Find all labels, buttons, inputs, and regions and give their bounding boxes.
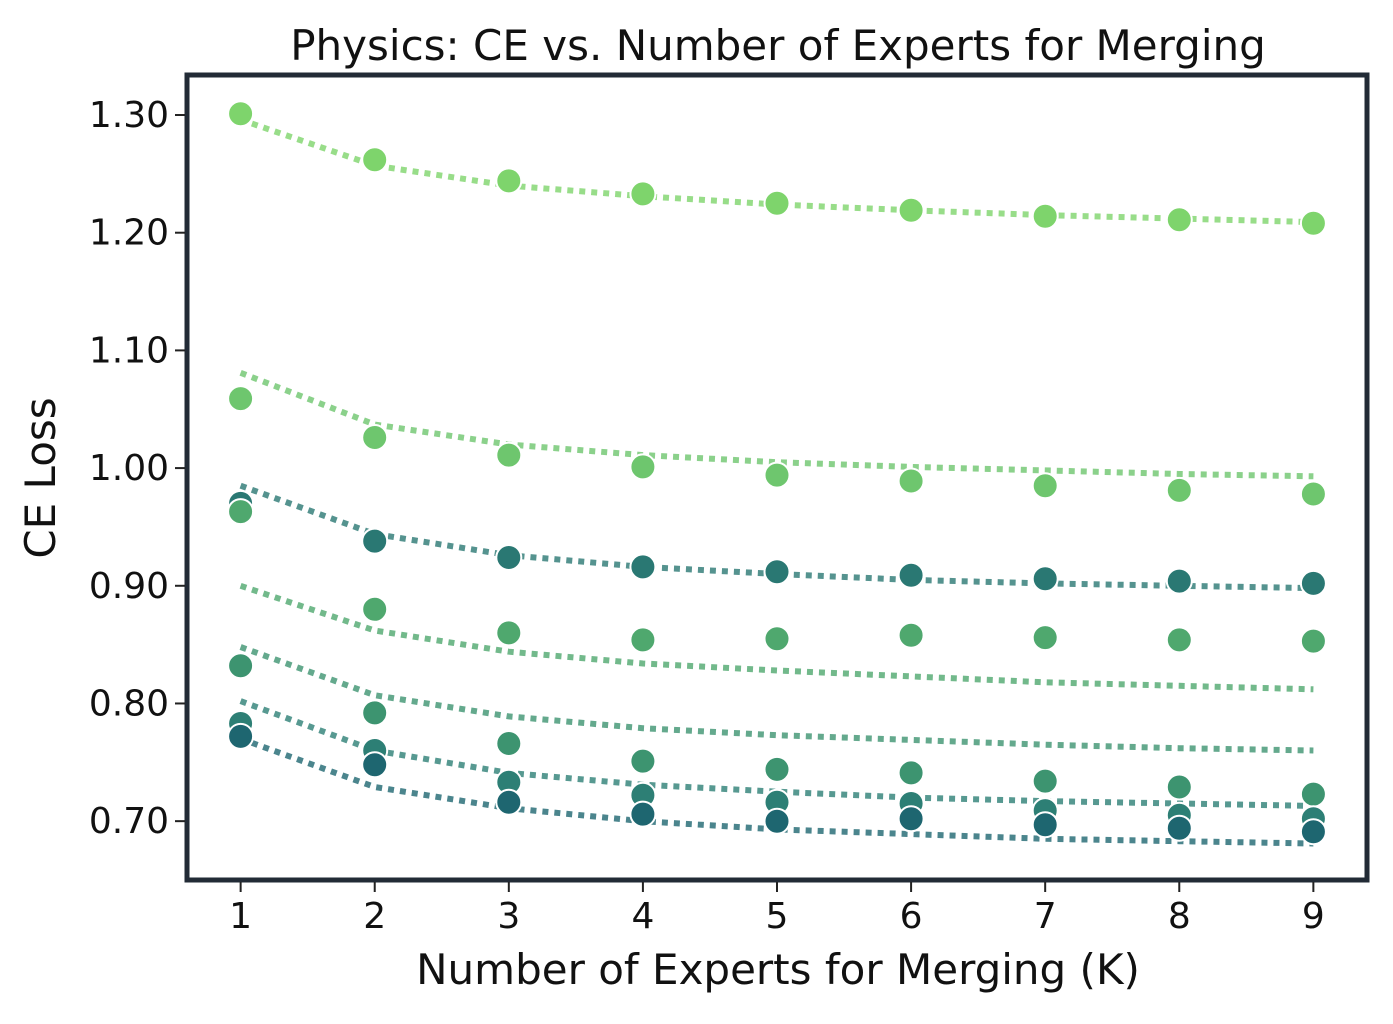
data-point-s7-k6 (897, 805, 925, 833)
data-point-s4-k4 (629, 626, 657, 654)
data-point-s4-k5 (763, 625, 791, 653)
x-tick-label-2: 2 (363, 896, 386, 937)
data-point-s4-k3 (495, 619, 523, 647)
data-point-s1-k8 (1165, 206, 1193, 234)
data-point-s5-k5 (763, 755, 791, 783)
fit-line-1 (239, 116, 1314, 226)
data-point-s4-k8 (1165, 626, 1193, 654)
x-tick-label-1: 1 (229, 896, 252, 937)
x-axis-label: Number of Experts for Merging (K) (416, 945, 1140, 994)
fit-line-4 (239, 582, 1314, 693)
y-tick-label-1.00: 1.00 (89, 448, 169, 489)
data-point-s3-k2 (361, 527, 389, 555)
data-point-s1-k4 (629, 180, 657, 208)
data-point-s2-k4 (629, 453, 657, 481)
y-axis: 0.70 0.80 0.90 1.00 1.10 1.20 1.30 (89, 95, 185, 842)
data-point-s7-k5 (763, 807, 791, 835)
y-axis-label: CE Loss (16, 397, 65, 558)
x-tick-label-8: 8 (1168, 896, 1191, 937)
data-point-s1-k9 (1299, 209, 1327, 237)
fit-line-5 (239, 644, 1314, 754)
data-point-s2-k7 (1031, 472, 1059, 500)
data-point-s3-k6 (897, 561, 925, 589)
data-point-s3-k8 (1165, 567, 1193, 595)
data-point-s1-k5 (763, 189, 791, 217)
fit-line-2 (239, 370, 1314, 480)
y-tick-label-1.20: 1.20 (89, 213, 169, 254)
data-point-s4-k7 (1031, 624, 1059, 652)
y-tick-label-0.90: 0.90 (89, 566, 169, 607)
x-tick-label-6: 6 (900, 896, 923, 937)
data-point-s2-k5 (763, 461, 791, 489)
fit-line-7 (239, 735, 1314, 847)
data-point-s5-k6 (897, 759, 925, 787)
fit-line-6 (239, 698, 1314, 809)
data-point-s2-k1 (227, 385, 255, 413)
data-point-s5-k4 (629, 747, 657, 775)
data-point-s3-k7 (1031, 565, 1059, 593)
x-tick-label-7: 7 (1034, 896, 1057, 937)
data-point-s2-k6 (897, 467, 925, 495)
y-tick-label-0.70: 0.70 (89, 801, 169, 842)
data-point-s7-k8 (1165, 814, 1193, 842)
x-tick-label-5: 5 (766, 896, 789, 937)
data-point-s5-k3 (495, 730, 523, 757)
data-point-s3-k4 (629, 553, 657, 581)
y-tick-label-0.80: 0.80 (89, 683, 169, 724)
chart-title: Physics: CE vs. Number of Experts for Me… (290, 21, 1266, 70)
data-point-s1-k7 (1031, 202, 1059, 230)
x-tick-label-4: 4 (631, 896, 654, 937)
y-tick-label-1.30: 1.30 (89, 95, 169, 136)
data-point-s1-k2 (361, 146, 389, 174)
data-point-s7-k4 (629, 800, 657, 828)
data-point-s1-k6 (897, 196, 925, 224)
data-point-s7-k2 (361, 751, 389, 779)
data-point-s4-k6 (897, 621, 925, 649)
plot-frame (184, 72, 1370, 883)
data-point-s4-k1 (227, 498, 255, 526)
data-point-s2-k2 (361, 424, 389, 451)
fit-line-3 (239, 482, 1314, 592)
data-point-s7-k9 (1299, 818, 1327, 846)
data-point-s3-k5 (763, 558, 791, 586)
data-point-s2-k9 (1299, 480, 1327, 508)
data-point-s7-k3 (495, 788, 523, 816)
data-point-s3-k3 (495, 544, 523, 571)
data-point-s4-k9 (1299, 627, 1327, 655)
data-point-s5-k1 (227, 652, 255, 680)
data-point-s7-k1 (227, 722, 255, 750)
fit-lines (239, 116, 1314, 847)
x-tick-label-9: 9 (1302, 896, 1325, 937)
data-point-s5-k9 (1299, 780, 1327, 808)
x-tick-label-3: 3 (497, 896, 520, 937)
data-point-s3-k9 (1299, 569, 1327, 597)
data-point-s5-k2 (361, 699, 389, 727)
data-point-s4-k2 (361, 595, 389, 623)
data-point-s1-k3 (495, 167, 523, 195)
y-tick-label-1.10: 1.10 (89, 330, 169, 371)
data-points (227, 100, 1327, 846)
data-point-s7-k7 (1031, 811, 1059, 839)
x-axis: 1 2 3 4 5 6 7 8 9 (229, 882, 1325, 937)
data-point-s1-k1 (227, 100, 255, 128)
data-point-s5-k8 (1165, 773, 1193, 801)
data-point-s2-k8 (1165, 476, 1193, 504)
data-point-s5-k7 (1031, 767, 1059, 795)
data-point-s2-k3 (495, 441, 523, 469)
